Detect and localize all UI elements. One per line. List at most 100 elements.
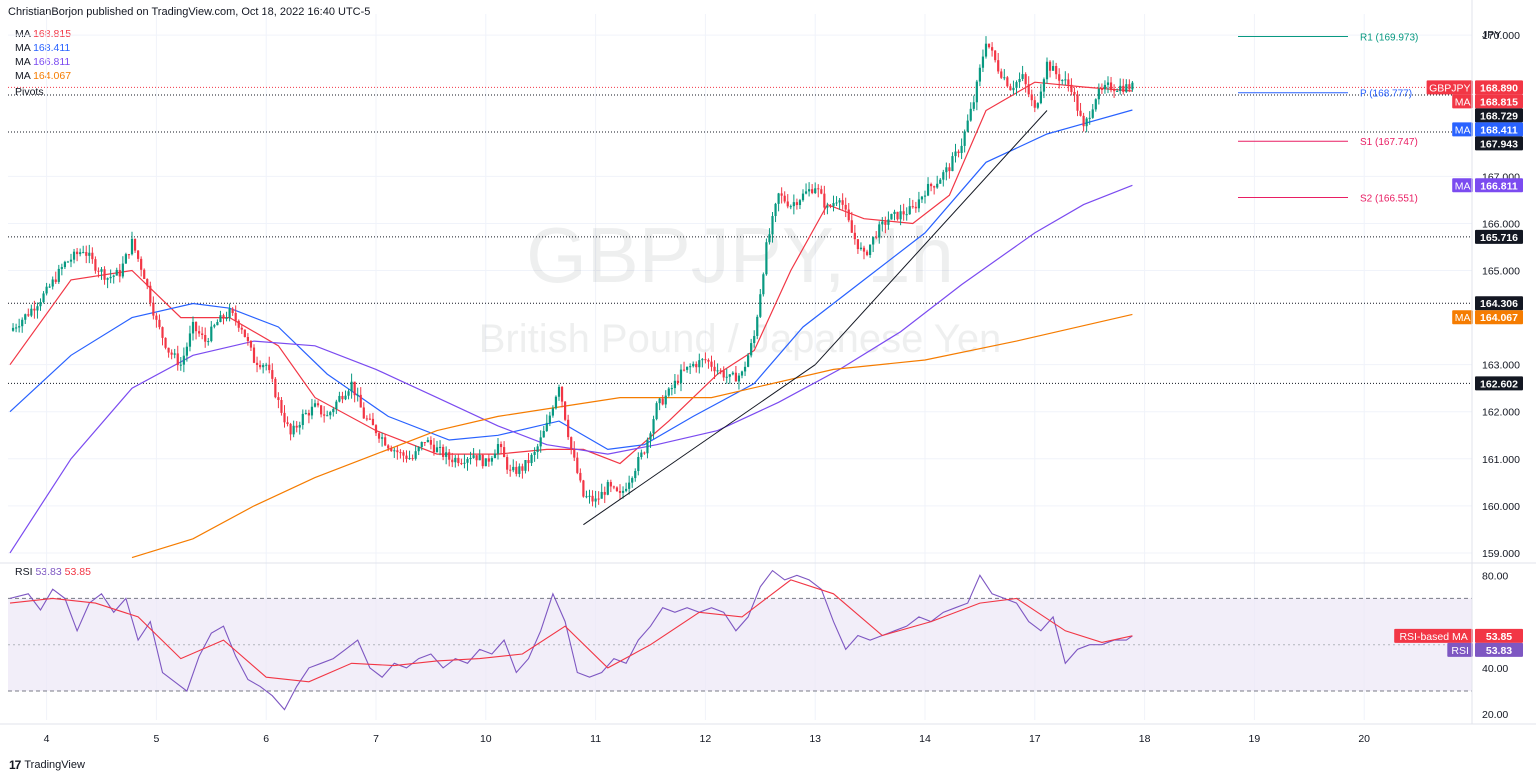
price-tag-value: 168.890 [1480,82,1518,94]
candle-body [881,221,884,225]
candle-body [728,374,731,377]
candle-body [667,388,670,396]
candle-body [442,446,445,457]
candle-body [832,203,835,207]
price-tag-box [1475,122,1523,137]
price-tag: 168.729 [1475,108,1523,123]
ma-legend-1: MA 168.815 [15,28,71,40]
candle-body [414,451,417,459]
candle-body [789,206,792,208]
candle-body [179,364,182,366]
candle-body [835,202,838,204]
time-axis-label: 10 [480,733,492,745]
candle-body [887,219,890,225]
candle-body [856,239,859,250]
candle-body [393,450,396,452]
rsi-legend-value: 53.83 [35,566,62,578]
candle-body [524,460,527,471]
candle-body [869,244,872,255]
candle-body [249,340,253,348]
candle-body [390,448,393,452]
candle-body [734,372,737,382]
candle-body [103,269,106,280]
candle-body [185,346,188,356]
candle-body [54,279,57,282]
candle-body [719,370,722,372]
candle-body [564,401,567,420]
candle-body [280,400,283,413]
candle-body [841,200,844,205]
price-axis-tick: 161.000 [1482,454,1520,466]
candle-body [130,238,134,255]
candle-body [847,209,850,221]
ma-legend-value: 166.811 [33,56,71,68]
price-tag-prefix-box [1452,122,1473,137]
candle-body [1097,88,1100,100]
candle-body [137,250,140,259]
watermark-name: British Pound / Japanese Yen [479,317,1002,361]
candle-body [417,447,420,452]
candle-body [15,327,18,329]
candle-body [838,200,841,203]
candles [11,36,1134,508]
candle-body [207,341,210,343]
candle-body [365,418,368,420]
candle-body [475,455,478,461]
candle-body [277,397,280,401]
candle-body [716,370,719,372]
candle-body [97,270,100,272]
candle-body [350,381,353,392]
candle-body [984,43,988,57]
candle-body [1091,109,1094,118]
candle-body [94,259,97,271]
candle-body [438,446,442,448]
candle-body [930,183,933,187]
candle-body [432,444,436,453]
price-axis-tick: 166.000 [1482,218,1520,230]
price-tag-box [1475,296,1523,311]
price-tag-box [1475,108,1523,123]
candle-body [655,403,658,420]
candle-body [1003,77,1006,79]
candle-body [801,193,805,201]
price-tag-box [1475,94,1523,109]
candle-body [63,261,66,268]
price-tag-value: 166.811 [1480,180,1518,192]
candle-body [743,366,747,372]
candle-body [582,480,585,497]
tradingview-brand: 17 TradingView [9,758,85,772]
time-axis-label: 7 [373,733,379,745]
candle-body [1006,77,1009,87]
price-tag-box [1475,376,1523,391]
candle-body [246,336,249,341]
candle-body [820,189,823,194]
candle-body [1067,79,1070,85]
price-tag-box [1475,310,1523,325]
candle-body [295,425,298,428]
candle-body [198,331,201,334]
price-tag: 168.411 MA [1452,122,1523,137]
candle-body [1088,117,1091,119]
candle-body [911,206,914,208]
candle-body [496,444,500,454]
candle-body [625,488,628,491]
candle-body [878,224,881,238]
candle-body [859,247,863,250]
candle-body [493,453,497,459]
price-tag: 168.890 GBPJPY [1426,80,1523,95]
candle-body [1033,100,1036,108]
candle-body [45,286,48,294]
candle-body [1076,94,1079,111]
candle-body [423,442,426,444]
candle-body [908,206,911,215]
candle-body [48,286,51,288]
rsi-tag-prefix: RSI-based MA [1399,631,1467,643]
candle-body [765,242,768,275]
candle-body [1070,84,1073,92]
candle-body [265,364,268,366]
candle-body [106,278,109,280]
candle-body [472,455,475,458]
candle-body [1009,86,1012,91]
time-axis-label: 19 [1249,733,1261,745]
